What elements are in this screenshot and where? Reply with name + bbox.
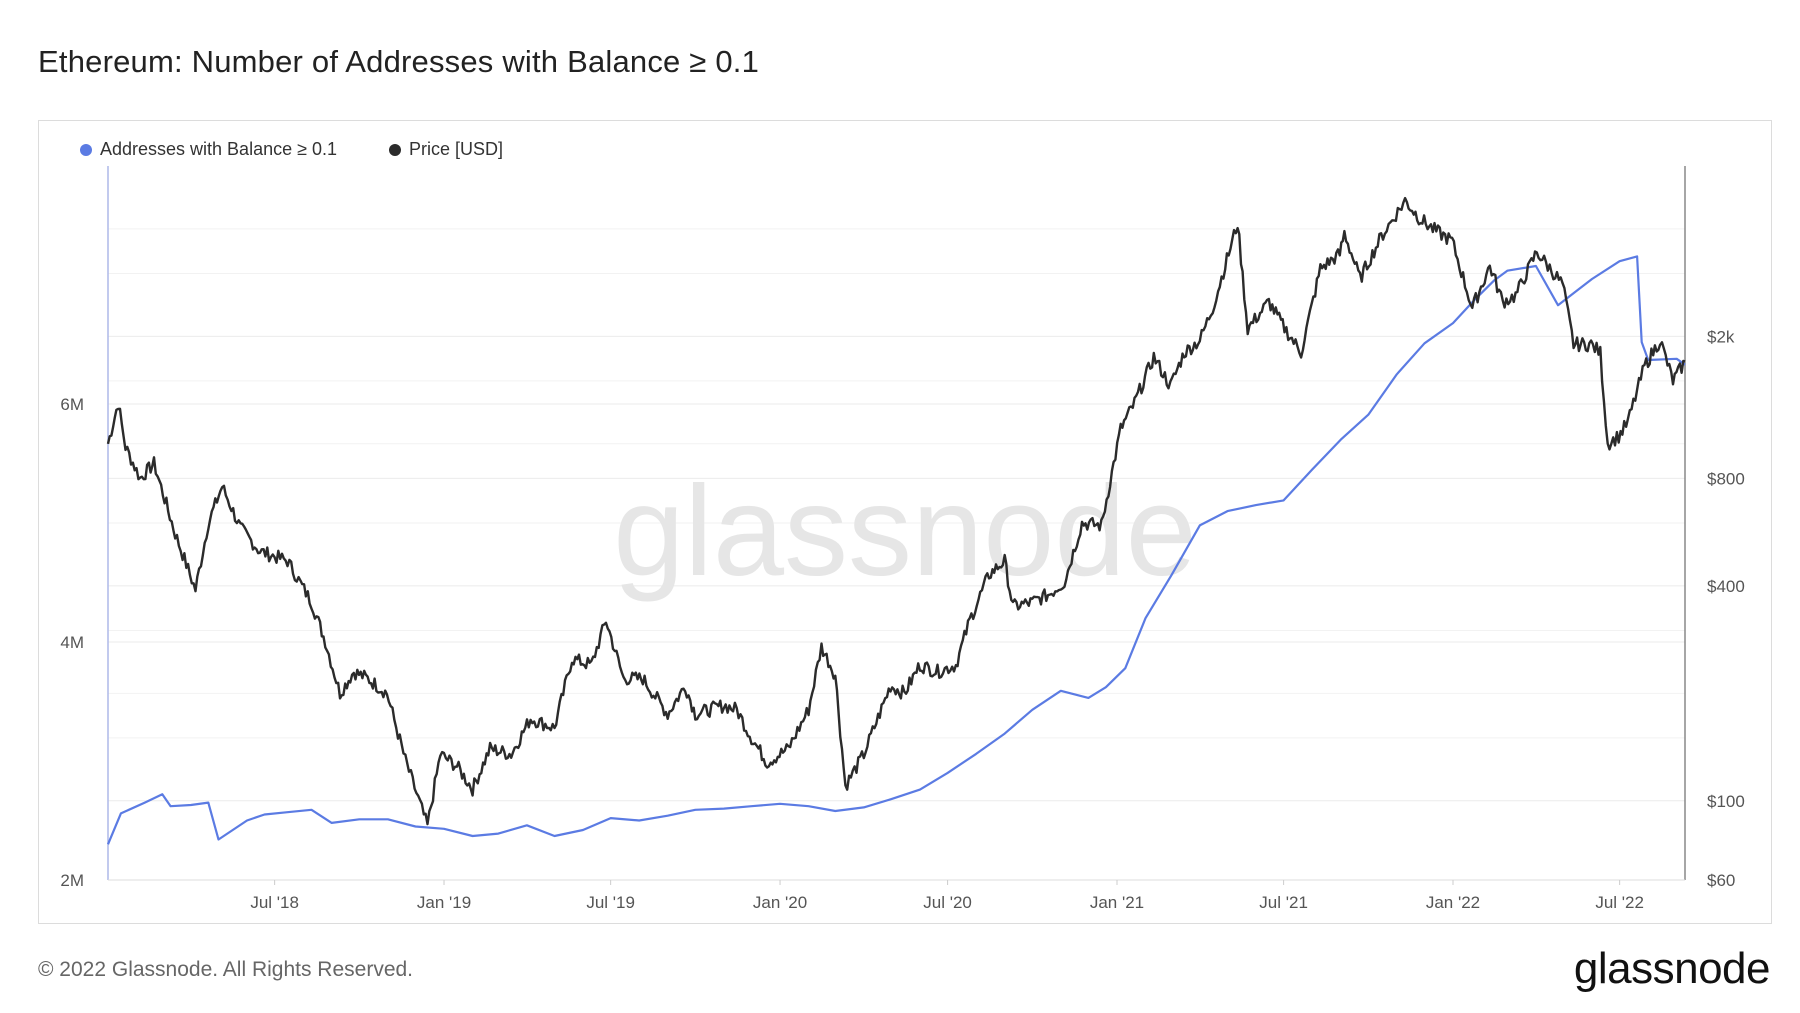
y-left-tick-label: 6M <box>60 395 84 414</box>
x-tick-label: Jul '22 <box>1595 893 1644 912</box>
legend-dot-price <box>389 143 402 156</box>
legend-item-price[interactable]: Price [USD] <box>389 139 503 160</box>
y-right-tick-label: $2k <box>1707 327 1735 346</box>
y-right-tick-label: $60 <box>1707 871 1735 890</box>
axes <box>107 166 1686 885</box>
glassnode-logo[interactable]: glassnode <box>1573 944 1771 993</box>
legend-dot-addresses <box>80 143 92 156</box>
x-tick-label: Jul '18 <box>250 893 299 912</box>
y-left-tick-label: 4M <box>60 633 84 652</box>
series-line-price <box>106 196 1686 826</box>
legend-item-addresses[interactable]: Addresses with Balance ≥ 0.1 <box>80 139 337 160</box>
y-right-tick-label: $100 <box>1707 792 1745 811</box>
x-tick-label: Jan '20 <box>753 893 807 912</box>
x-tick-label: Jul '19 <box>586 893 635 912</box>
chart-title: Ethereum: Number of Addresses with Balan… <box>38 44 760 79</box>
x-tick-label: Jul '20 <box>923 893 972 912</box>
y-left-tick-label: 2M <box>60 871 84 890</box>
y-right-tick-label: $400 <box>1707 577 1745 596</box>
legend: Addresses with Balance ≥ 0.1 Price [USD] <box>80 139 503 160</box>
copyright-footer: © 2022 Glassnode. All Rights Reserved. <box>38 958 414 981</box>
x-tick-label: Jan '22 <box>1426 893 1480 912</box>
x-tick-label: Jan '21 <box>1090 893 1144 912</box>
legend-label-addresses: Addresses with Balance ≥ 0.1 <box>100 139 338 159</box>
x-tick-label: Jan '19 <box>417 893 471 912</box>
chart-frame <box>38 120 1772 924</box>
watermark: glassnode <box>613 460 1197 603</box>
y-right-tick-label: $800 <box>1707 469 1745 488</box>
tick-labels: Jul '18 Jan '19 Jul '19 Jan '20 Jul '20 Jan '… <box>60 327 1744 912</box>
series-line-addresses <box>106 255 1686 845</box>
x-tick-label: Jul '21 <box>1259 893 1308 912</box>
series <box>106 196 1686 845</box>
legend-label-price: Price [USD] <box>409 139 504 159</box>
